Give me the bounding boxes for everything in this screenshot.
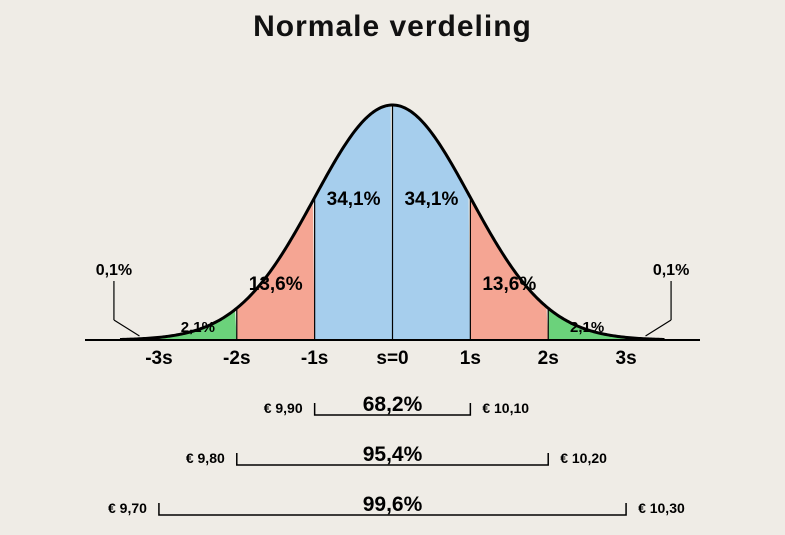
tick-label: -3s bbox=[145, 348, 172, 369]
bracket-money-left: € 9,80 bbox=[186, 450, 225, 466]
bracket-money-left: € 9,70 bbox=[108, 500, 147, 516]
tick-label: -1s bbox=[301, 348, 328, 369]
tick-label: 1s bbox=[460, 348, 481, 369]
tick-label: s=0 bbox=[376, 348, 408, 369]
bracket-pct: 95,4% bbox=[363, 443, 423, 466]
bracket-money-left: € 9,90 bbox=[264, 400, 303, 416]
region-neg1-0 bbox=[315, 105, 393, 340]
bracket-pct: 99,6% bbox=[363, 493, 423, 516]
tick-label: 2s bbox=[538, 348, 559, 369]
pct-1to2-right: 13,6% bbox=[482, 274, 536, 295]
bracket-money-right: € 10,20 bbox=[560, 450, 607, 466]
pct-center-left: 34,1% bbox=[327, 189, 381, 210]
tick-label: -2s bbox=[223, 348, 250, 369]
bracket-pct: 68,2% bbox=[363, 393, 423, 416]
bracket-money-right: € 10,30 bbox=[638, 500, 685, 516]
pct-tail-right: 0,1% bbox=[653, 262, 689, 279]
callout-line-right2 bbox=[646, 320, 672, 336]
pct-2to3-right: 2,1% bbox=[570, 319, 604, 336]
pct-center-right: 34,1% bbox=[404, 189, 458, 210]
callout-line-left2 bbox=[114, 320, 140, 336]
bracket-money-right: € 10,10 bbox=[482, 400, 529, 416]
pct-1to2-left: 13,6% bbox=[249, 274, 303, 295]
page-title: Normale verdeling bbox=[0, 10, 785, 44]
region-0-1 bbox=[393, 105, 471, 340]
normal-distribution-chart: -3s -2s -1s s=0 1s 2s 3s 34,1% 34,1% 13,6% 13,6% 2,… bbox=[0, 0, 785, 535]
tick-label: 3s bbox=[616, 348, 637, 369]
pct-tail-left: 0,1% bbox=[96, 262, 132, 279]
pct-2to3-left: 2,1% bbox=[181, 319, 215, 336]
